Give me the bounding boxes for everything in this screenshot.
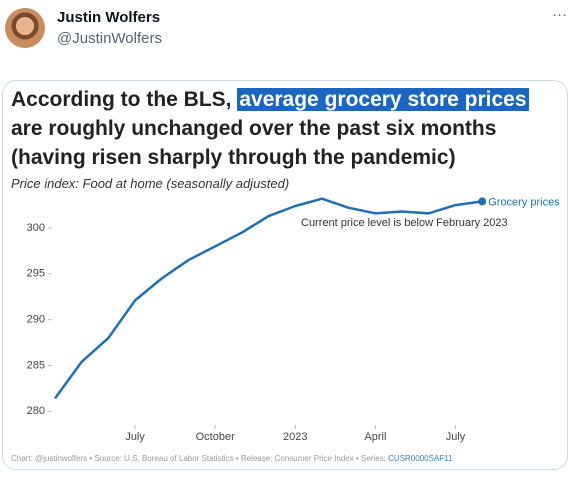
title-highlight: average grocery store prices [237,88,529,111]
chart-card[interactable] [2,80,568,470]
annotation: Current price level is below February 20… [301,217,508,229]
y-tick-label: 280 [27,405,45,417]
title-line: According to the BLS, average grocery st… [11,88,529,112]
footer: Chart: @justinwolfers • Source: U.S. Bur… [11,454,452,463]
x-tick-label: July [125,431,145,443]
author-name[interactable]: Justin Wolfers [57,9,161,26]
avatar[interactable] [5,8,45,48]
y-tick-label: 295 [27,268,45,280]
title-line: (having risen sharply through the pandem… [11,146,456,169]
y-tick-label: 285 [27,359,45,371]
footer-text: Chart: @justinwolfers • Source: U.S. Bur… [11,454,386,463]
end-dot [478,197,487,206]
x-tick-label: 2023 [283,431,307,443]
line [53,197,483,400]
y-tick-label: 290 [27,314,45,326]
title-text: According to the BLS, [11,88,232,111]
more-menu[interactable]: ··· [552,6,567,23]
series-id: CUSR0000SAF11 [388,454,453,463]
subtitle: Price index: Food at home (seasonally ad… [11,176,290,191]
y-tick-label: 300 [27,222,45,234]
title-line: are roughly unchanged over the past six … [11,117,497,140]
x-tick-label: October [196,431,235,443]
author-handle[interactable]: @JustinWolfers [57,30,162,47]
legend-label: Grocery prices [488,196,560,208]
x-tick-label: April [364,431,386,443]
x-tick-label: July [446,431,466,443]
